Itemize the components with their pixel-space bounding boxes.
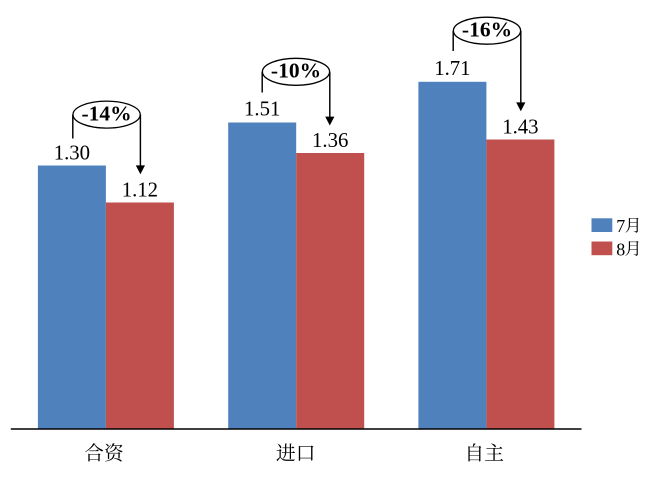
svg-text:-10%: -10% <box>271 59 321 83</box>
svg-text:1.71: 1.71 <box>434 57 470 80</box>
svg-text:7: 7 <box>616 216 625 236</box>
svg-text:-14%: -14% <box>82 101 132 125</box>
svg-text:1.43: 1.43 <box>502 116 538 139</box>
svg-text:1.30: 1.30 <box>54 142 90 165</box>
svg-text:1.51: 1.51 <box>244 98 280 121</box>
svg-text:1.12: 1.12 <box>122 179 158 202</box>
svg-text:-16%: -16% <box>462 18 512 42</box>
svg-text:1.36: 1.36 <box>312 129 348 152</box>
svg-text:8: 8 <box>616 239 625 259</box>
